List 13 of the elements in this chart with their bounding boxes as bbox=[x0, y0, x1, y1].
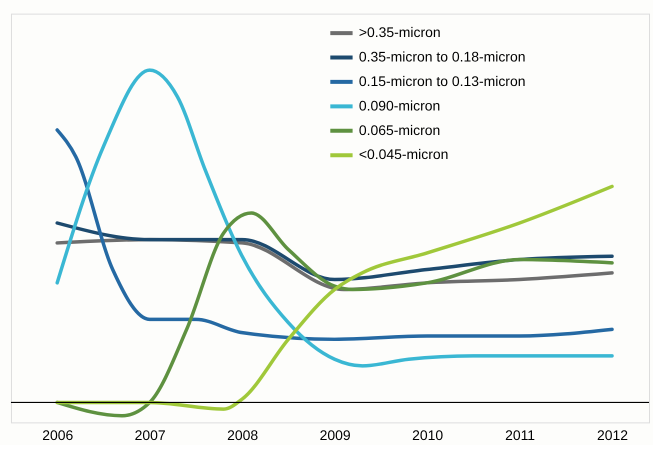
x-tick-label: 2011 bbox=[505, 426, 536, 443]
x-tick-label: 2012 bbox=[597, 426, 628, 443]
x-tick-label: 2007 bbox=[134, 426, 166, 443]
x-tick-label: 2009 bbox=[320, 426, 351, 443]
x-tick-label: 2006 bbox=[42, 426, 74, 443]
legend-label: 0.35-micron to 0.18-micron bbox=[358, 48, 526, 64]
legend-label: 0.090-micron bbox=[358, 97, 440, 114]
legend-label: 0.065-micron bbox=[358, 122, 440, 138]
legend-label: >0.35-micron bbox=[358, 24, 441, 40]
x-tick-label: 2008 bbox=[227, 426, 258, 443]
legend-label: <0.045-micron bbox=[358, 146, 448, 162]
legend-label: 0.15-micron to 0.13-micron bbox=[358, 72, 526, 89]
x-tick-label: 2010 bbox=[412, 426, 444, 443]
